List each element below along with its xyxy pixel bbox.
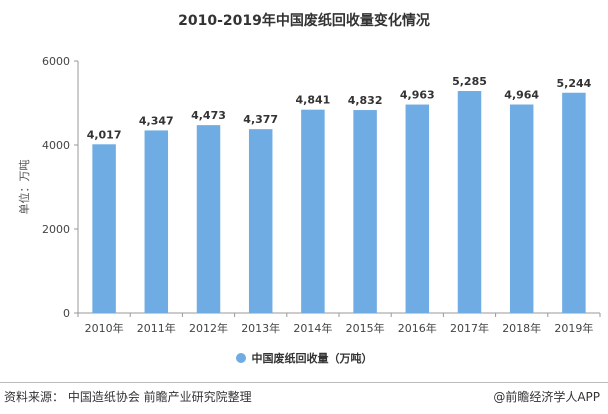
bar: [405, 104, 430, 313]
bar-data-label: 4,377: [243, 113, 278, 126]
x-tick-label: 2017年: [450, 321, 489, 335]
bar-data-label: 4,964: [504, 89, 539, 102]
legend-swatch: [235, 353, 246, 363]
chart-title: 2010-2019年中国废纸回收量变化情况: [178, 13, 430, 29]
bar: [196, 125, 221, 313]
x-tick-label: 2015年: [346, 321, 385, 335]
bar: [248, 129, 273, 313]
y-tick-label: 4000: [42, 139, 70, 152]
bar: [92, 144, 116, 313]
x-tick-label: 2013年: [241, 321, 280, 335]
bar-data-label: 5,285: [452, 75, 487, 88]
bar-data-label: 4,841: [296, 94, 331, 107]
bar-data-label: 4,963: [400, 89, 435, 102]
bar: [353, 110, 377, 313]
bar-data-label: 4,017: [87, 128, 122, 141]
y-tick-label: 6000: [42, 55, 70, 68]
brand-credit: @前瞻经济学人APP: [493, 390, 600, 404]
source-note: 资料来源： 中国造纸协会 前瞻产业研究院整理: [4, 390, 252, 404]
legend-label: 中国废纸回收量（万吨）: [251, 352, 373, 365]
x-tick-label: 2011年: [137, 321, 176, 335]
bar: [144, 130, 169, 313]
legend: 中国废纸回收量（万吨）: [0, 350, 608, 366]
y-axis-title: 单位：万吨: [17, 160, 31, 215]
x-tick-label: 2016年: [398, 321, 437, 335]
x-tick-label: 2014年: [293, 321, 332, 335]
bar-data-label: 4,473: [191, 109, 226, 122]
bar: [509, 104, 534, 314]
bar-data-label: 4,347: [139, 114, 174, 127]
y-tick-label: 2000: [42, 223, 70, 236]
bar: [562, 92, 586, 313]
footer-divider: [0, 382, 608, 383]
bar-data-label: 5,244: [557, 77, 592, 90]
x-tick-label: 2012年: [189, 321, 228, 335]
bar: [457, 91, 482, 313]
bar-data-label: 4,832: [348, 94, 383, 107]
y-tick-label: 0: [63, 307, 70, 320]
bar: [301, 109, 325, 313]
x-tick-label: 2018年: [502, 321, 541, 335]
x-tick-label: 2010年: [85, 321, 124, 335]
x-tick-label: 2019年: [554, 321, 593, 335]
